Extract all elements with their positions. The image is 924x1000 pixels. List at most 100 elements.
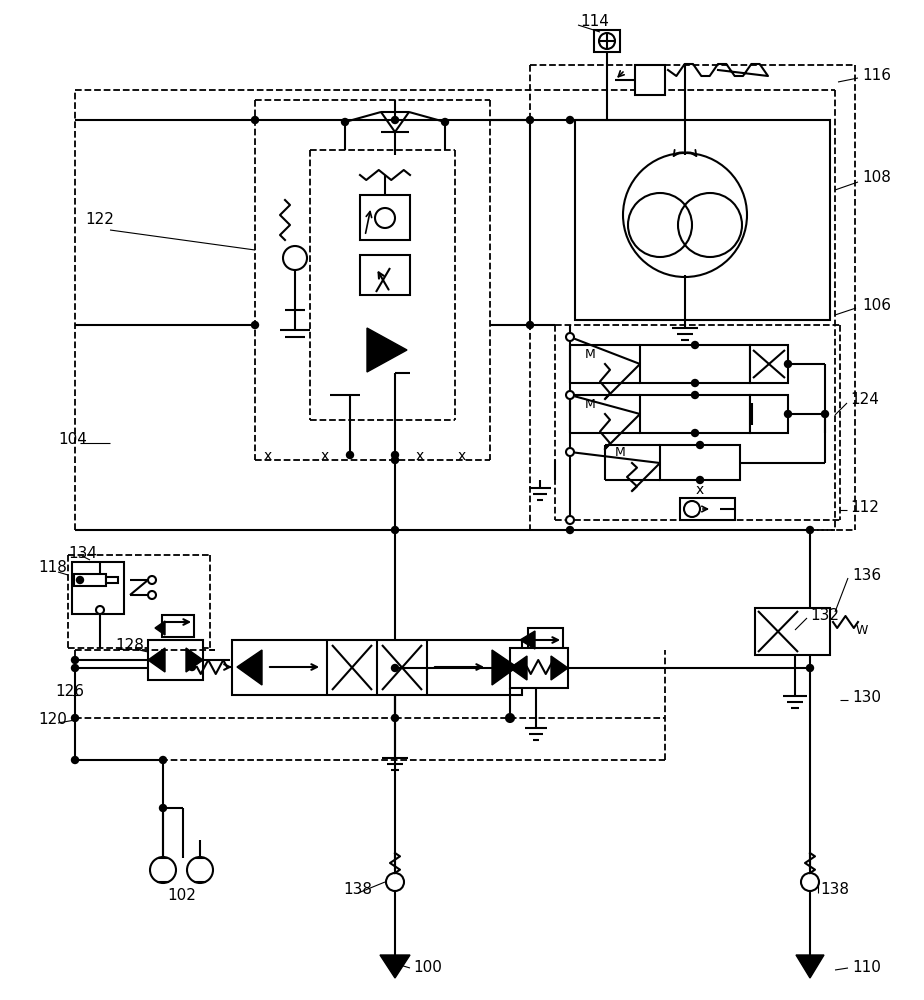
Polygon shape bbox=[796, 955, 824, 978]
Circle shape bbox=[807, 664, 813, 672]
Polygon shape bbox=[510, 656, 527, 680]
Circle shape bbox=[527, 116, 533, 123]
Text: x: x bbox=[264, 449, 273, 463]
Polygon shape bbox=[492, 650, 517, 685]
Circle shape bbox=[77, 576, 83, 584]
Circle shape bbox=[160, 756, 166, 764]
Circle shape bbox=[784, 360, 792, 367]
Text: 112: 112 bbox=[850, 499, 879, 514]
Bar bbox=[510, 648, 568, 688]
Bar bbox=[640, 345, 750, 383]
Text: 124: 124 bbox=[850, 392, 879, 408]
Text: 116: 116 bbox=[862, 68, 891, 83]
Circle shape bbox=[148, 591, 156, 599]
Circle shape bbox=[392, 452, 398, 458]
Text: 128: 128 bbox=[115, 639, 144, 654]
Circle shape bbox=[251, 322, 259, 328]
Circle shape bbox=[392, 526, 398, 534]
Text: x: x bbox=[321, 449, 329, 463]
Text: 136: 136 bbox=[852, 568, 881, 582]
Text: 138: 138 bbox=[820, 882, 849, 898]
Bar bbox=[360, 195, 410, 240]
Text: 134: 134 bbox=[68, 546, 97, 560]
Circle shape bbox=[691, 342, 699, 349]
Bar bbox=[660, 445, 740, 480]
Text: 122: 122 bbox=[85, 213, 114, 228]
Polygon shape bbox=[520, 631, 535, 649]
Bar bbox=[750, 345, 788, 383]
Text: x: x bbox=[696, 483, 704, 497]
Bar bbox=[72, 562, 124, 614]
Bar bbox=[360, 255, 410, 295]
Circle shape bbox=[691, 391, 699, 398]
Text: W: W bbox=[856, 624, 869, 638]
Circle shape bbox=[346, 452, 354, 458]
Circle shape bbox=[251, 116, 259, 123]
Polygon shape bbox=[155, 621, 165, 635]
Bar bbox=[594, 30, 620, 52]
Circle shape bbox=[160, 804, 166, 812]
Circle shape bbox=[807, 526, 813, 534]
Bar bbox=[106, 577, 118, 583]
Text: 114: 114 bbox=[580, 14, 609, 29]
Text: 100: 100 bbox=[413, 960, 442, 974]
Circle shape bbox=[71, 656, 79, 664]
Text: 132: 132 bbox=[810, 607, 839, 622]
Circle shape bbox=[71, 756, 79, 764]
Circle shape bbox=[188, 664, 196, 670]
Circle shape bbox=[697, 477, 703, 484]
Circle shape bbox=[342, 118, 348, 125]
Text: 120: 120 bbox=[38, 712, 67, 728]
Text: x: x bbox=[416, 449, 424, 463]
Circle shape bbox=[566, 516, 574, 524]
Circle shape bbox=[392, 714, 398, 722]
Text: M: M bbox=[614, 446, 626, 460]
Circle shape bbox=[442, 118, 448, 125]
Circle shape bbox=[697, 442, 703, 448]
Circle shape bbox=[566, 116, 574, 123]
Text: 108: 108 bbox=[862, 170, 891, 186]
Circle shape bbox=[71, 664, 79, 672]
Text: 102: 102 bbox=[167, 888, 196, 902]
Polygon shape bbox=[380, 955, 410, 978]
Text: M: M bbox=[585, 349, 595, 361]
Bar bbox=[232, 640, 522, 695]
Polygon shape bbox=[551, 656, 568, 680]
Polygon shape bbox=[186, 648, 203, 672]
Polygon shape bbox=[367, 328, 407, 372]
Bar bbox=[680, 498, 735, 520]
Circle shape bbox=[566, 448, 574, 456]
Circle shape bbox=[392, 664, 398, 672]
Circle shape bbox=[566, 333, 574, 341]
Text: 106: 106 bbox=[862, 298, 891, 312]
Text: M: M bbox=[585, 398, 595, 412]
Text: 138: 138 bbox=[343, 882, 372, 898]
Polygon shape bbox=[237, 650, 262, 685]
Circle shape bbox=[148, 576, 156, 584]
Circle shape bbox=[821, 410, 829, 418]
Bar bbox=[148, 640, 203, 680]
Bar bbox=[74, 574, 106, 586]
Polygon shape bbox=[148, 648, 165, 672]
Circle shape bbox=[527, 322, 533, 328]
Circle shape bbox=[566, 391, 574, 399]
Circle shape bbox=[392, 456, 398, 464]
Circle shape bbox=[96, 606, 104, 614]
Bar bbox=[755, 608, 830, 655]
Circle shape bbox=[691, 379, 699, 386]
Circle shape bbox=[566, 526, 574, 534]
Circle shape bbox=[392, 116, 398, 123]
Bar bbox=[750, 395, 788, 433]
Text: 130: 130 bbox=[852, 690, 881, 706]
Bar bbox=[162, 615, 194, 637]
Text: x: x bbox=[458, 449, 466, 463]
Bar bbox=[640, 395, 750, 433]
Text: 110: 110 bbox=[852, 960, 881, 974]
Circle shape bbox=[506, 714, 514, 722]
Text: 118: 118 bbox=[38, 560, 67, 576]
Circle shape bbox=[691, 430, 699, 436]
Text: 126: 126 bbox=[55, 684, 84, 700]
Bar bbox=[528, 628, 563, 653]
Circle shape bbox=[71, 714, 79, 722]
Bar bbox=[575, 120, 830, 320]
